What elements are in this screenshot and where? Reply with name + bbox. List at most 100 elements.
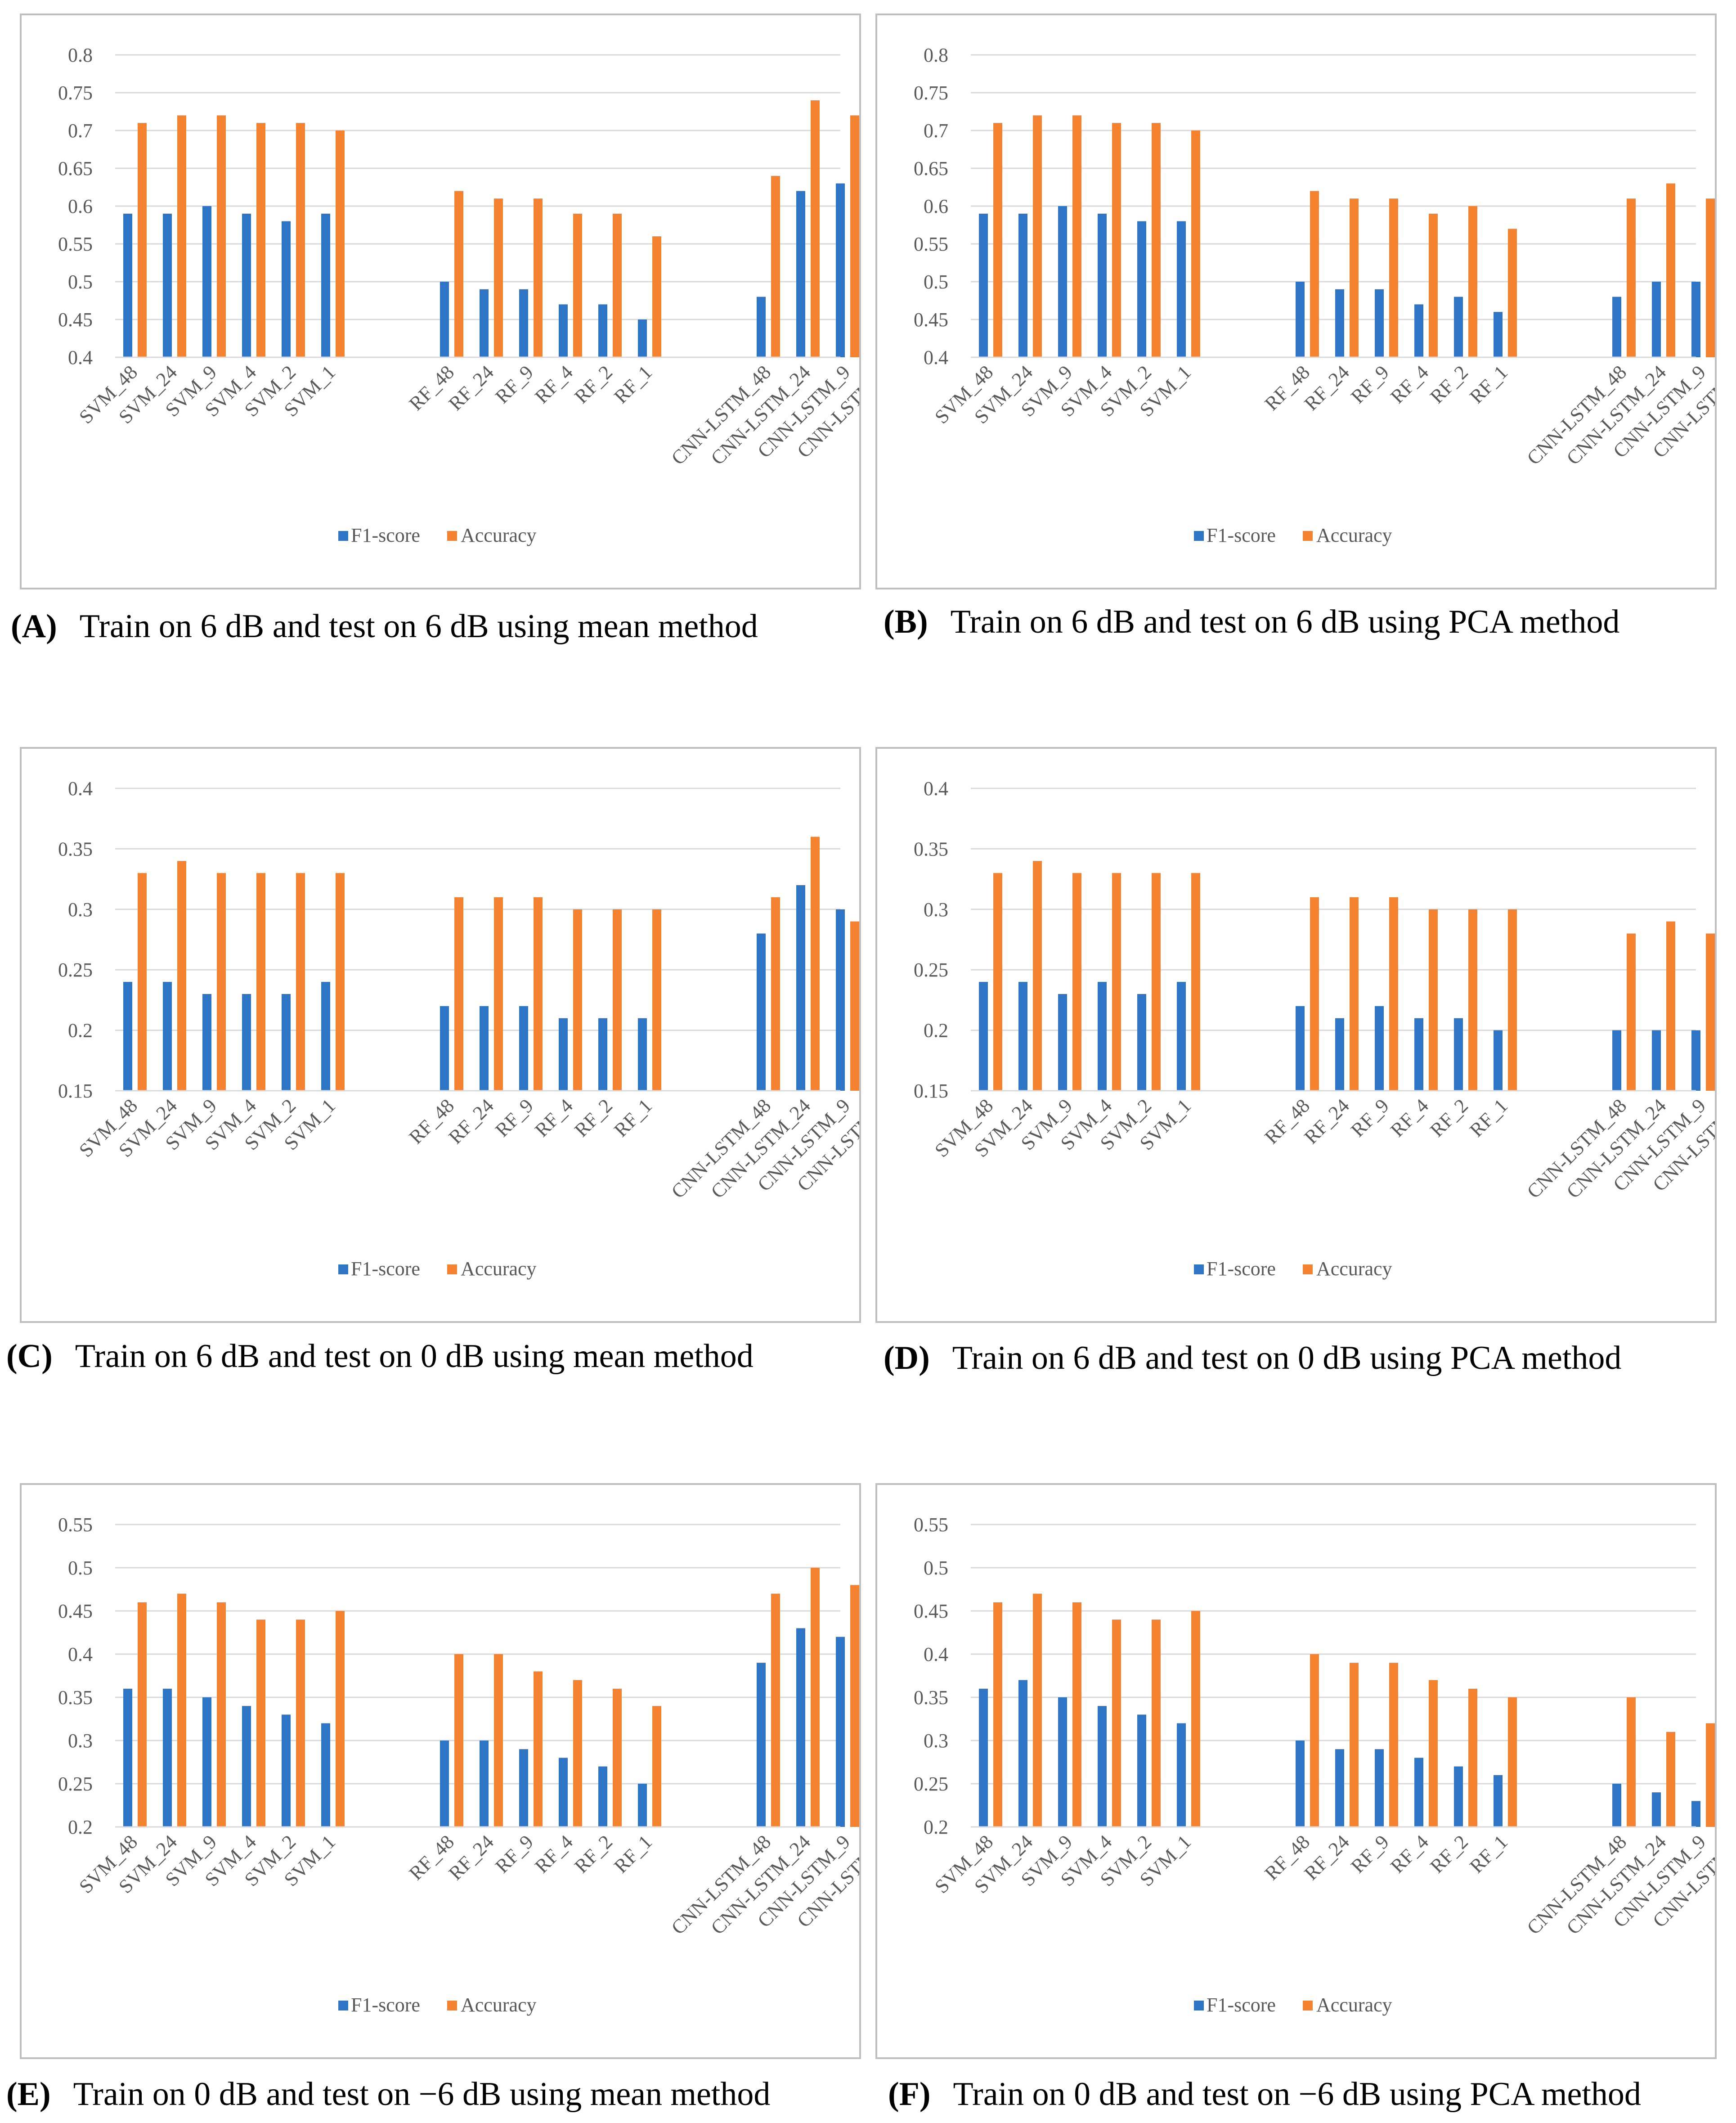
chart-panel-b: 0.4 0.45 0.5 0.55 0.6 0.65 0.7 0.75 0.8 SVM_48 SVM…: [875, 13, 1717, 589]
bar-f1-RF_9: [1375, 1006, 1384, 1091]
x-tick-label: RF_2: [570, 1094, 617, 1141]
bar-f1-SVM_48: [123, 982, 132, 1091]
y-tick-label: 0.35: [58, 838, 93, 860]
bar-f1-SVM_24: [163, 982, 172, 1091]
x-tick-label: RF_24: [1300, 1094, 1354, 1148]
bar-accuracy-SVM_2: [296, 873, 305, 1091]
y-tick-label: 0.25: [58, 1773, 93, 1795]
bar-accuracy-RF_4: [1429, 213, 1438, 357]
bar-f1-RF_9: [1375, 289, 1384, 357]
bar-accuracy-SVM_24: [1033, 115, 1042, 357]
y-tick-label: 0.2: [924, 1816, 948, 1838]
bar-f1-SVM_1: [321, 1723, 330, 1827]
bar-f1-RF_48: [1296, 1006, 1305, 1091]
bar-accuracy-CNN-LSTM_48: [771, 175, 780, 357]
y-tick-label: 0.7: [924, 120, 948, 142]
chart-panel-a: 0.4 0.45 0.5 0.55 0.6 0.65 0.7 0.75 0.8 SVM_48 SVM…: [20, 13, 861, 589]
bar-accuracy-RF_1: [652, 909, 661, 1091]
legend-accuracy-swatch: [1303, 1264, 1313, 1274]
bar-f1-RF_2: [1454, 1018, 1463, 1091]
bar-f1-RF_2: [1454, 1766, 1463, 1827]
bar-f1-RF_24: [1335, 1749, 1344, 1827]
y-tick-label: 0.35: [914, 838, 948, 860]
x-tick-label: RF_24: [444, 1831, 498, 1884]
y-tick-label: 0.45: [914, 1600, 948, 1622]
bar-f1-CNN-LSTM_9: [836, 183, 845, 357]
chart-c: 0.150.20.250.30.350.4SVM_48SVM_24SVM_9SV…: [58, 778, 859, 1280]
bar-f1-SVM_9: [202, 1697, 211, 1827]
bar-f1-SVM_9: [202, 994, 211, 1091]
bar-accuracy-SVM_2: [1152, 873, 1161, 1091]
x-tick-label: RF_2: [570, 361, 617, 408]
bar-accuracy-SVM_4: [1112, 123, 1121, 357]
y-tick-label: 0.35: [914, 1687, 948, 1709]
y-tick-label: 0.25: [58, 959, 93, 981]
chart-panel-c: 0.15 0.2 0.25 0.3 0.35 0.4 SVM_48 SVM_24 SVM_9 SV…: [20, 747, 861, 1323]
bar-accuracy-RF_24: [1350, 897, 1359, 1091]
bar-accuracy-RF_48: [454, 1654, 463, 1827]
bar-f1-SVM_2: [1137, 1714, 1146, 1827]
bar-accuracy-SVM_9: [1072, 115, 1081, 357]
chart-a: 0.40.450.50.550.60.650.70.750.8SVM_48SVM…: [58, 44, 859, 546]
caption-a: (A) Train on 6 dB and test on 6 dB using …: [11, 607, 758, 646]
y-tick-label: 0.45: [58, 309, 93, 331]
x-tick-label: RF_2: [1426, 1094, 1472, 1141]
x-tick-label: RF_9: [1346, 361, 1393, 408]
bar-accuracy-SVM_2: [1152, 123, 1161, 357]
y-tick-label: 0.6: [924, 195, 948, 217]
bar-f1-RF_9: [1375, 1749, 1384, 1827]
x-tick-label: RF_24: [1300, 361, 1354, 414]
x-tick-label: RF_24: [1300, 1831, 1354, 1884]
bar-accuracy-RF_9: [534, 897, 543, 1091]
x-tick-label: RF_1: [1465, 361, 1512, 408]
bar-f1-SVM_4: [1098, 213, 1107, 357]
caption-e-label: (E): [6, 2076, 51, 2113]
y-tick-label: 0.6: [68, 195, 93, 217]
bar-accuracy-SVM_48: [993, 123, 1002, 357]
y-tick-label: 0.4: [68, 1643, 93, 1665]
x-tick-label: RF_2: [1426, 1831, 1472, 1877]
legend-f1-label: F1-score: [1207, 1258, 1276, 1280]
bar-f1-CNN-LSTM_9: [1691, 282, 1700, 357]
bar-f1-RF_24: [480, 289, 489, 357]
bar-f1-RF_9: [519, 289, 528, 357]
x-tick-label: RF_1: [1465, 1094, 1512, 1141]
y-tick-label: 0.75: [914, 82, 948, 104]
x-tick-label: RF_48: [405, 361, 458, 414]
bar-accuracy-RF_24: [1350, 198, 1359, 357]
bar-accuracy-CNN-LSTM_48: [1627, 933, 1636, 1091]
bar-f1-SVM_48: [979, 213, 988, 357]
y-tick-label: 0.45: [914, 309, 948, 331]
caption-a-label: (A): [11, 608, 57, 645]
bar-accuracy-RF_2: [1468, 1688, 1477, 1827]
legend-f1-swatch: [338, 1264, 348, 1274]
bar-f1-SVM_24: [1018, 1680, 1027, 1827]
bar-accuracy-RF_4: [573, 213, 582, 357]
bar-accuracy-RF_9: [534, 1671, 543, 1827]
bar-f1-RF_2: [598, 1766, 607, 1827]
bar-accuracy-SVM_4: [1112, 873, 1121, 1091]
bar-f1-SVM_1: [321, 213, 330, 357]
bar-accuracy-SVM_4: [1112, 1619, 1121, 1827]
x-tick-label: RF_9: [1346, 1831, 1393, 1877]
bar-accuracy-SVM_2: [296, 123, 305, 357]
bar-accuracy-RF_4: [1429, 1680, 1438, 1827]
bar-accuracy-RF_1: [1508, 1697, 1517, 1827]
bar-accuracy-SVM_4: [256, 123, 265, 357]
bar-accuracy-SVM_1: [1191, 1611, 1200, 1827]
y-tick-label: 0.4: [68, 346, 93, 369]
legend-accuracy-swatch: [1303, 531, 1313, 541]
bar-f1-SVM_9: [202, 206, 211, 357]
x-tick-label: RF_2: [1426, 361, 1472, 408]
bar-accuracy-RF_1: [1508, 229, 1517, 357]
chart-b: 0.40.450.50.550.60.650.70.750.8SVM_48SVM…: [914, 44, 1715, 546]
bar-f1-CNN-LSTM_9: [1691, 1030, 1700, 1091]
bar-f1-RF_1: [638, 1018, 647, 1091]
caption-b: (B) Train on 6 dB and test on 6 dB using …: [884, 603, 1619, 641]
x-tick-label: RF_2: [570, 1831, 617, 1877]
bar-f1-SVM_4: [242, 994, 251, 1091]
y-tick-label: 0.4: [924, 346, 948, 369]
y-tick-label: 0.2: [68, 1816, 93, 1838]
bar-accuracy-RF_9: [1389, 198, 1398, 357]
legend-accuracy-label: Accuracy: [461, 524, 537, 546]
